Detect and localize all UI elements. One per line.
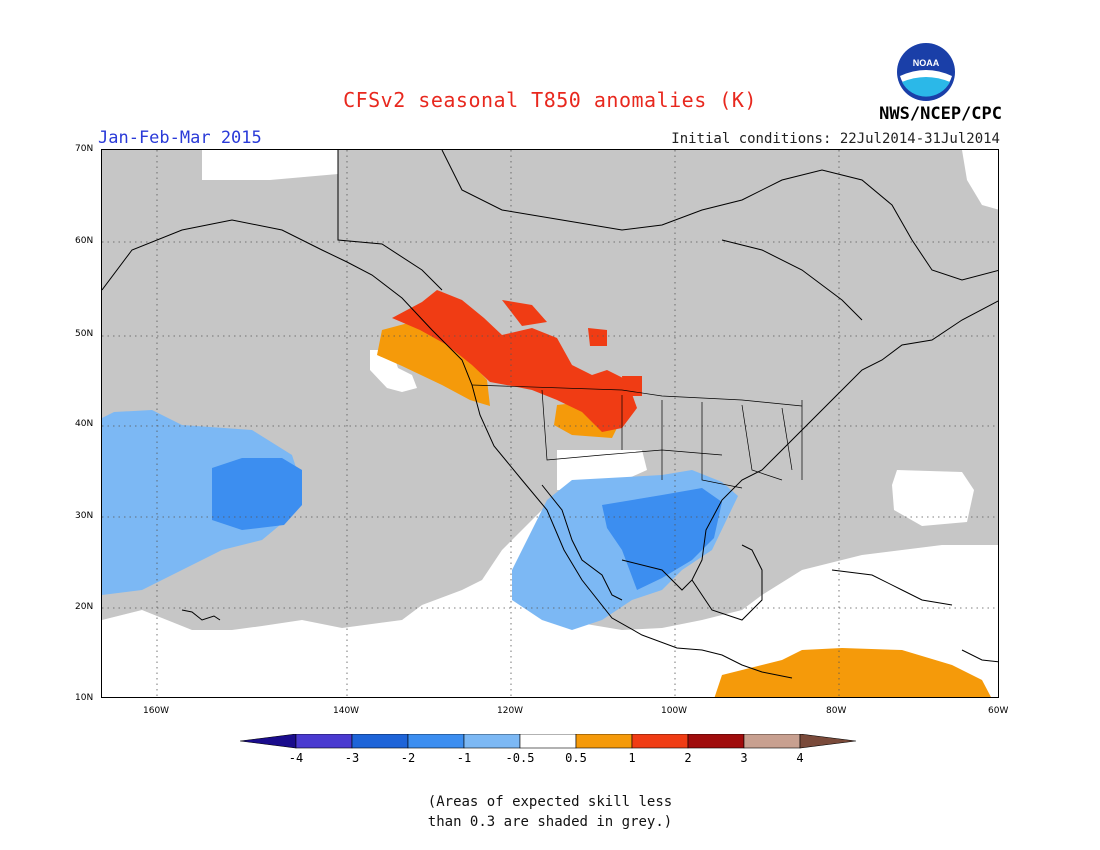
lon-label-80w: 80W: [826, 706, 847, 716]
lat-label-20n: 20N: [75, 602, 94, 612]
colorbar-segment: [463, 734, 521, 749]
colorbar-label: 1: [628, 751, 635, 765]
skill-note: (Areas of expected skill less than 0.3 a…: [0, 792, 1100, 832]
lon-label-60w: 60W: [988, 706, 1009, 716]
initial-conditions-label: Initial conditions: 22Jul2014-31Jul2014: [671, 131, 1000, 147]
lon-label-120w: 120W: [497, 706, 524, 716]
colorbar-segment: [407, 734, 465, 749]
anomaly-map: [101, 149, 999, 698]
lon-label-140w: 140W: [333, 706, 360, 716]
lat-label-50n: 50N: [75, 329, 94, 339]
colorbar-segment: [519, 734, 577, 749]
chart-title: CFSv2 seasonal T850 anomalies (K): [343, 88, 757, 112]
colorbar-label: -1: [457, 751, 471, 765]
graticule: [102, 150, 998, 697]
lat-label-10n: 10N: [75, 693, 94, 703]
coastlines: [102, 150, 998, 679]
colorbar-segment: [351, 734, 409, 749]
lon-label-160w: 160W: [143, 706, 170, 716]
colorbar-label: -0.5: [506, 751, 535, 765]
colorbar-label: 2: [684, 751, 691, 765]
period-label: Jan-Feb-Mar 2015: [98, 128, 262, 148]
colorbar-label: -2: [401, 751, 415, 765]
state-borders: [471, 384, 803, 489]
colorbar-label: 3: [740, 751, 747, 765]
colorbar-segment: [687, 734, 745, 749]
skill-note-line2: than 0.3 are shaded in grey.): [427, 814, 673, 830]
map-canvas: [102, 150, 998, 697]
cool-anomaly-mid: [212, 458, 722, 590]
logo-text: NOAA: [913, 58, 940, 68]
warm-anomaly-strong: [392, 290, 642, 432]
lat-label-60n: 60N: [75, 236, 94, 246]
lon-label-100w: 100W: [661, 706, 688, 716]
colorbar-label: 0.5: [565, 751, 587, 765]
lat-label-30n: 30N: [75, 511, 94, 521]
colorbar-label: -3: [345, 751, 359, 765]
colorbar-segment: [240, 734, 297, 749]
colorbar-segment: [295, 734, 353, 749]
colorbar-segment: [631, 734, 689, 749]
lat-label-40n: 40N: [75, 419, 94, 429]
color-scale: -4 -3 -2 -1 -0.5 0.5 1 2 3 4: [240, 734, 857, 765]
warm-anomaly-moderate: [377, 322, 991, 697]
colorbar-segment: [743, 734, 801, 749]
lat-label-70n: 70N: [75, 144, 94, 154]
colorbar-label: -4: [289, 751, 303, 765]
colorbar-segment: [575, 734, 633, 749]
colorbar-segment: [799, 734, 857, 749]
skill-note-line1: (Areas of expected skill less: [427, 794, 673, 810]
colorbar-label: 4: [796, 751, 803, 765]
noaa-logo: NOAA: [897, 43, 955, 101]
org-label: NWS/NCEP/CPC: [879, 104, 1002, 124]
